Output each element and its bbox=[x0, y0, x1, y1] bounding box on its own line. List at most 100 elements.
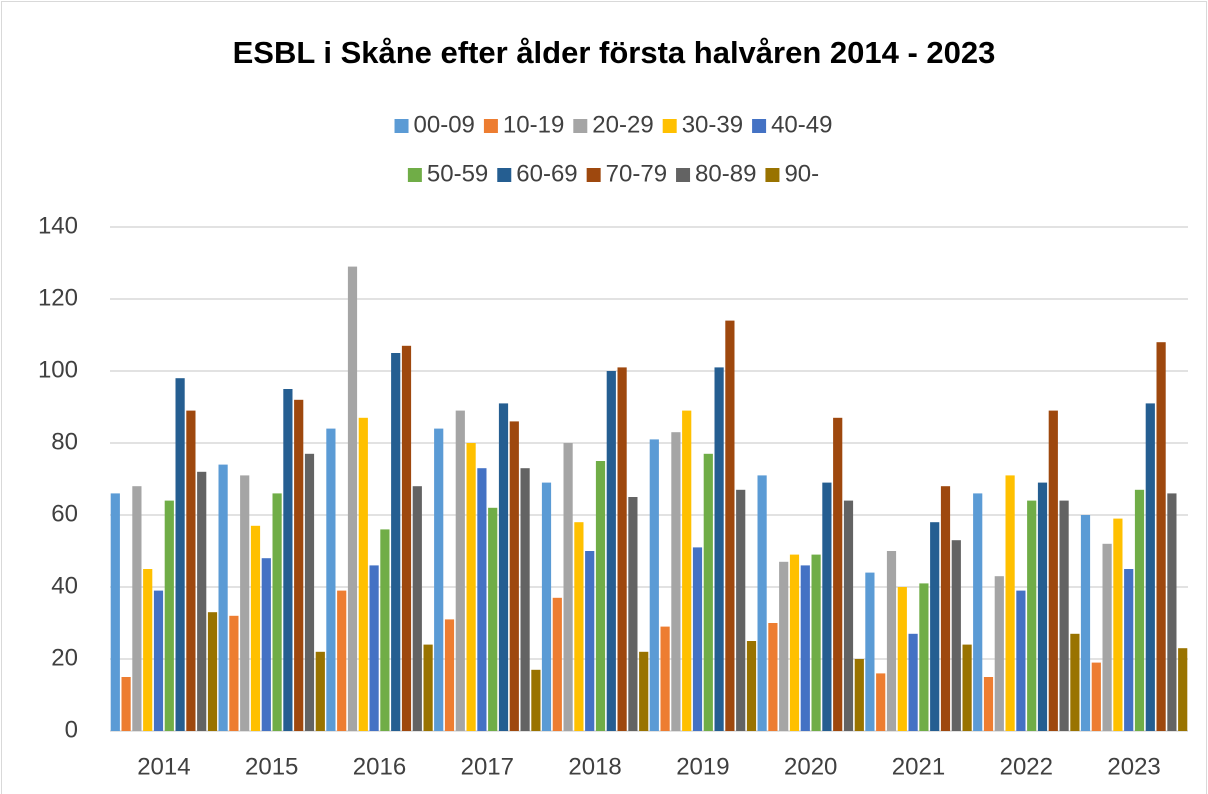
x-tick-label: 2018 bbox=[568, 753, 621, 780]
legend-swatch bbox=[483, 119, 498, 133]
bar bbox=[962, 644, 972, 731]
legend-label: 90- bbox=[784, 160, 819, 187]
chart-title: ESBL i Skåne efter ålder första halvåren… bbox=[233, 35, 996, 70]
bar bbox=[833, 417, 843, 731]
bar bbox=[250, 525, 261, 731]
bar bbox=[1178, 648, 1188, 731]
bar bbox=[294, 399, 304, 731]
bar bbox=[1124, 569, 1134, 731]
bar bbox=[660, 626, 670, 731]
x-tick-label: 2020 bbox=[784, 753, 837, 780]
bar bbox=[121, 677, 131, 731]
bar bbox=[315, 651, 325, 731]
bar bbox=[444, 619, 455, 731]
legend-label: 00-09 bbox=[414, 111, 475, 138]
bar bbox=[671, 432, 681, 731]
bar bbox=[477, 468, 487, 731]
bar bbox=[811, 554, 821, 731]
bar bbox=[1016, 590, 1026, 731]
bar bbox=[1037, 482, 1048, 731]
bar bbox=[725, 320, 735, 731]
x-tick-label: 2017 bbox=[461, 753, 514, 780]
legend-swatch bbox=[586, 168, 601, 182]
bar bbox=[876, 673, 886, 731]
bar bbox=[1027, 500, 1037, 731]
bar bbox=[143, 569, 153, 731]
bar bbox=[585, 551, 595, 731]
bar bbox=[606, 371, 616, 731]
bar bbox=[1048, 410, 1058, 731]
x-tick-label: 2021 bbox=[892, 753, 945, 780]
bar bbox=[531, 669, 541, 731]
bar bbox=[1059, 500, 1069, 731]
legend-swatch bbox=[676, 168, 691, 182]
y-tick-label: 100 bbox=[38, 356, 78, 383]
bar bbox=[779, 561, 789, 731]
bar bbox=[304, 453, 315, 731]
bar bbox=[789, 554, 800, 731]
bar bbox=[1156, 342, 1166, 731]
legend-swatch bbox=[765, 168, 780, 182]
bar bbox=[391, 353, 401, 731]
bar bbox=[639, 651, 649, 731]
bar bbox=[240, 475, 250, 731]
legend-label: 40-49 bbox=[771, 111, 832, 138]
x-tick-label: 2015 bbox=[245, 753, 298, 780]
bar bbox=[563, 443, 573, 731]
bar bbox=[218, 464, 228, 731]
bar bbox=[1070, 633, 1080, 731]
bar bbox=[919, 583, 929, 731]
bar bbox=[1005, 475, 1015, 731]
y-tick-label: 40 bbox=[51, 572, 78, 599]
bar bbox=[358, 417, 368, 731]
y-tick-label: 120 bbox=[38, 284, 78, 311]
bar bbox=[800, 565, 810, 731]
bar bbox=[488, 507, 498, 731]
bar bbox=[186, 410, 196, 731]
bar bbox=[682, 410, 692, 731]
bar bbox=[1145, 403, 1155, 731]
x-tick-label: 2019 bbox=[676, 753, 729, 780]
bar bbox=[423, 644, 433, 731]
legend-swatch bbox=[573, 119, 588, 133]
legend-label: 60-69 bbox=[516, 160, 577, 187]
bar bbox=[132, 486, 142, 731]
bar bbox=[337, 590, 347, 731]
legend-label: 50-59 bbox=[427, 160, 488, 187]
bar bbox=[1080, 515, 1091, 731]
bar bbox=[908, 633, 918, 731]
bar bbox=[164, 500, 174, 731]
bar bbox=[703, 453, 713, 731]
bar bbox=[574, 522, 584, 731]
bar bbox=[994, 576, 1004, 731]
bar bbox=[649, 439, 659, 731]
bar bbox=[1091, 662, 1101, 731]
bar bbox=[757, 475, 767, 731]
y-tick-label: 0 bbox=[65, 716, 78, 743]
bar bbox=[973, 493, 983, 731]
x-tick-label: 2014 bbox=[137, 753, 190, 780]
legend-swatch bbox=[394, 119, 409, 133]
bar bbox=[983, 677, 994, 731]
bar bbox=[466, 443, 476, 731]
bar bbox=[207, 612, 218, 731]
bar bbox=[865, 572, 875, 731]
bar bbox=[261, 558, 271, 731]
bar bbox=[229, 615, 239, 731]
bar bbox=[520, 468, 530, 731]
bar bbox=[692, 547, 703, 731]
bar bbox=[746, 641, 757, 731]
bar bbox=[326, 428, 336, 731]
bar bbox=[110, 493, 120, 731]
x-tick-label: 2022 bbox=[1000, 753, 1053, 780]
bar bbox=[369, 565, 379, 731]
bar bbox=[822, 482, 832, 731]
bar bbox=[951, 540, 961, 731]
bar bbox=[854, 659, 864, 731]
y-tick-label: 60 bbox=[51, 500, 78, 527]
legend-swatch bbox=[497, 168, 512, 182]
bar bbox=[552, 597, 562, 731]
bar bbox=[843, 500, 854, 731]
bar bbox=[595, 461, 606, 731]
bar bbox=[768, 623, 778, 731]
